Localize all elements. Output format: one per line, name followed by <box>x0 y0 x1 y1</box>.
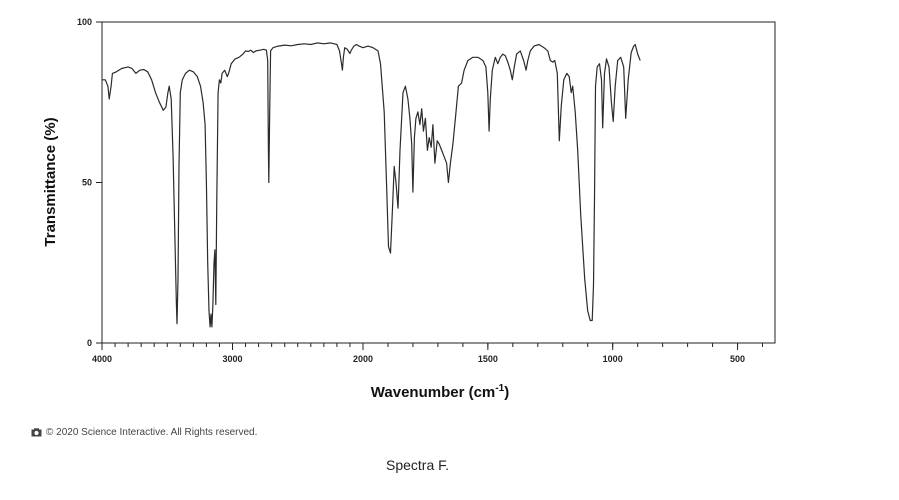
axis-ticks <box>96 21 764 350</box>
y-axis-title: Transmittance (%) <box>42 117 59 246</box>
x-tick-label: 1000 <box>603 354 623 364</box>
camera-icon <box>31 428 42 437</box>
copyright-text: © 2020 Science Interactive. All Rights r… <box>46 427 258 438</box>
y-tick-label: 50 <box>82 178 92 188</box>
plot-frame <box>101 21 776 344</box>
x-tick-label: 3000 <box>222 354 242 364</box>
x-tick-label: 1500 <box>478 354 498 364</box>
x-tick-label: 500 <box>730 354 745 364</box>
x-axis-title: Wavenumber (cm-1) <box>371 383 509 401</box>
spectrum-line <box>102 42 641 328</box>
tick-labels: 4000 3000 2000 1500 1000 500 0 50 100 <box>77 17 745 364</box>
x-tick-label: 4000 <box>92 354 112 364</box>
x-tick-label: 2000 <box>353 354 373 364</box>
y-tick-label: 100 <box>77 17 92 27</box>
copyright-notice: © 2020 Science Interactive. All Rights r… <box>31 427 257 438</box>
figure-caption: Spectra F. <box>385 457 450 473</box>
y-tick-label: 0 <box>87 338 92 348</box>
